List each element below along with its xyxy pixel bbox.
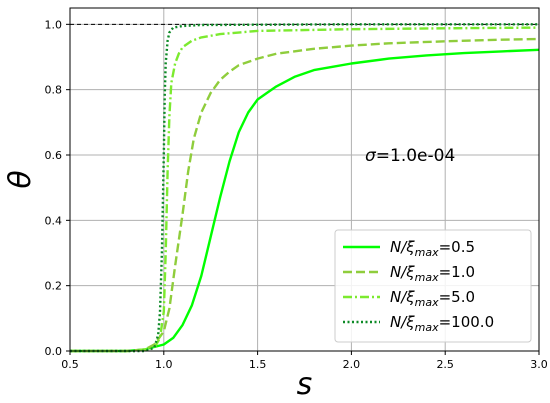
- sigma-symbol: σ: [365, 146, 377, 166]
- series-group: [70, 23, 540, 353]
- x-axis-label: s: [297, 367, 313, 402]
- legend-value: =0.5: [439, 238, 475, 256]
- legend-subscript: max: [415, 271, 439, 284]
- y-axis-label: θ: [3, 170, 38, 188]
- x-tick-label: 0.5: [61, 358, 79, 371]
- y-tick-label: 0.4: [45, 214, 63, 227]
- legend-entry-2: N/ξmax=1.0: [390, 263, 475, 284]
- plot-frame: [69, 7, 540, 352]
- legend-subscript: max: [415, 296, 439, 309]
- legend-prefix: N/ξ: [390, 288, 415, 306]
- legend-prefix: N/ξ: [390, 313, 415, 331]
- sigma-annotation: σ=1.0e-04: [365, 146, 455, 166]
- legend-box: [334, 229, 532, 343]
- axis-ticks: 0.5 1.0 1.5 2.0 2.5 3.0 0.0 0.2 0.4 0.6 0.8 1.0: [45, 18, 548, 371]
- x-tick-label: 1.5: [249, 358, 267, 371]
- sigma-value: =1.0e-04: [376, 146, 456, 166]
- legend-prefix: N/ξ: [390, 238, 415, 256]
- legend-value: =5.0: [439, 288, 475, 306]
- y-tick-label: 0.6: [45, 149, 63, 162]
- legend-subscript: max: [415, 246, 439, 259]
- series-line-4: [70, 23, 539, 353]
- x-tick-label: 2.5: [436, 358, 454, 371]
- legend-subscript: max: [415, 321, 439, 334]
- x-tick-label: 1.0: [155, 358, 173, 371]
- y-tick-label: 0.2: [45, 280, 63, 293]
- legend-entry-1: N/ξmax=0.5: [390, 238, 475, 259]
- x-tick-label: 2.0: [343, 358, 361, 371]
- legend-entry-4: N/ξmax=100.0: [390, 313, 494, 334]
- y-tick-label: 0.0: [45, 345, 63, 358]
- legend-entry-3: N/ξmax=5.0: [390, 288, 475, 309]
- legend-prefix: N/ξ: [390, 263, 415, 281]
- x-tick-label: 3.0: [530, 358, 548, 371]
- legend: N/ξmax=0.5N/ξmax=1.0N/ξmax=5.0N/ξmax=100…: [334, 229, 532, 343]
- legend-value: =1.0: [439, 263, 475, 281]
- legend-value: =100.0: [439, 313, 495, 331]
- y-tick-label: 0.8: [45, 84, 63, 97]
- y-tick-label: 1.0: [45, 18, 63, 31]
- series-line-1: [70, 48, 540, 353]
- series-line-3: [70, 26, 540, 353]
